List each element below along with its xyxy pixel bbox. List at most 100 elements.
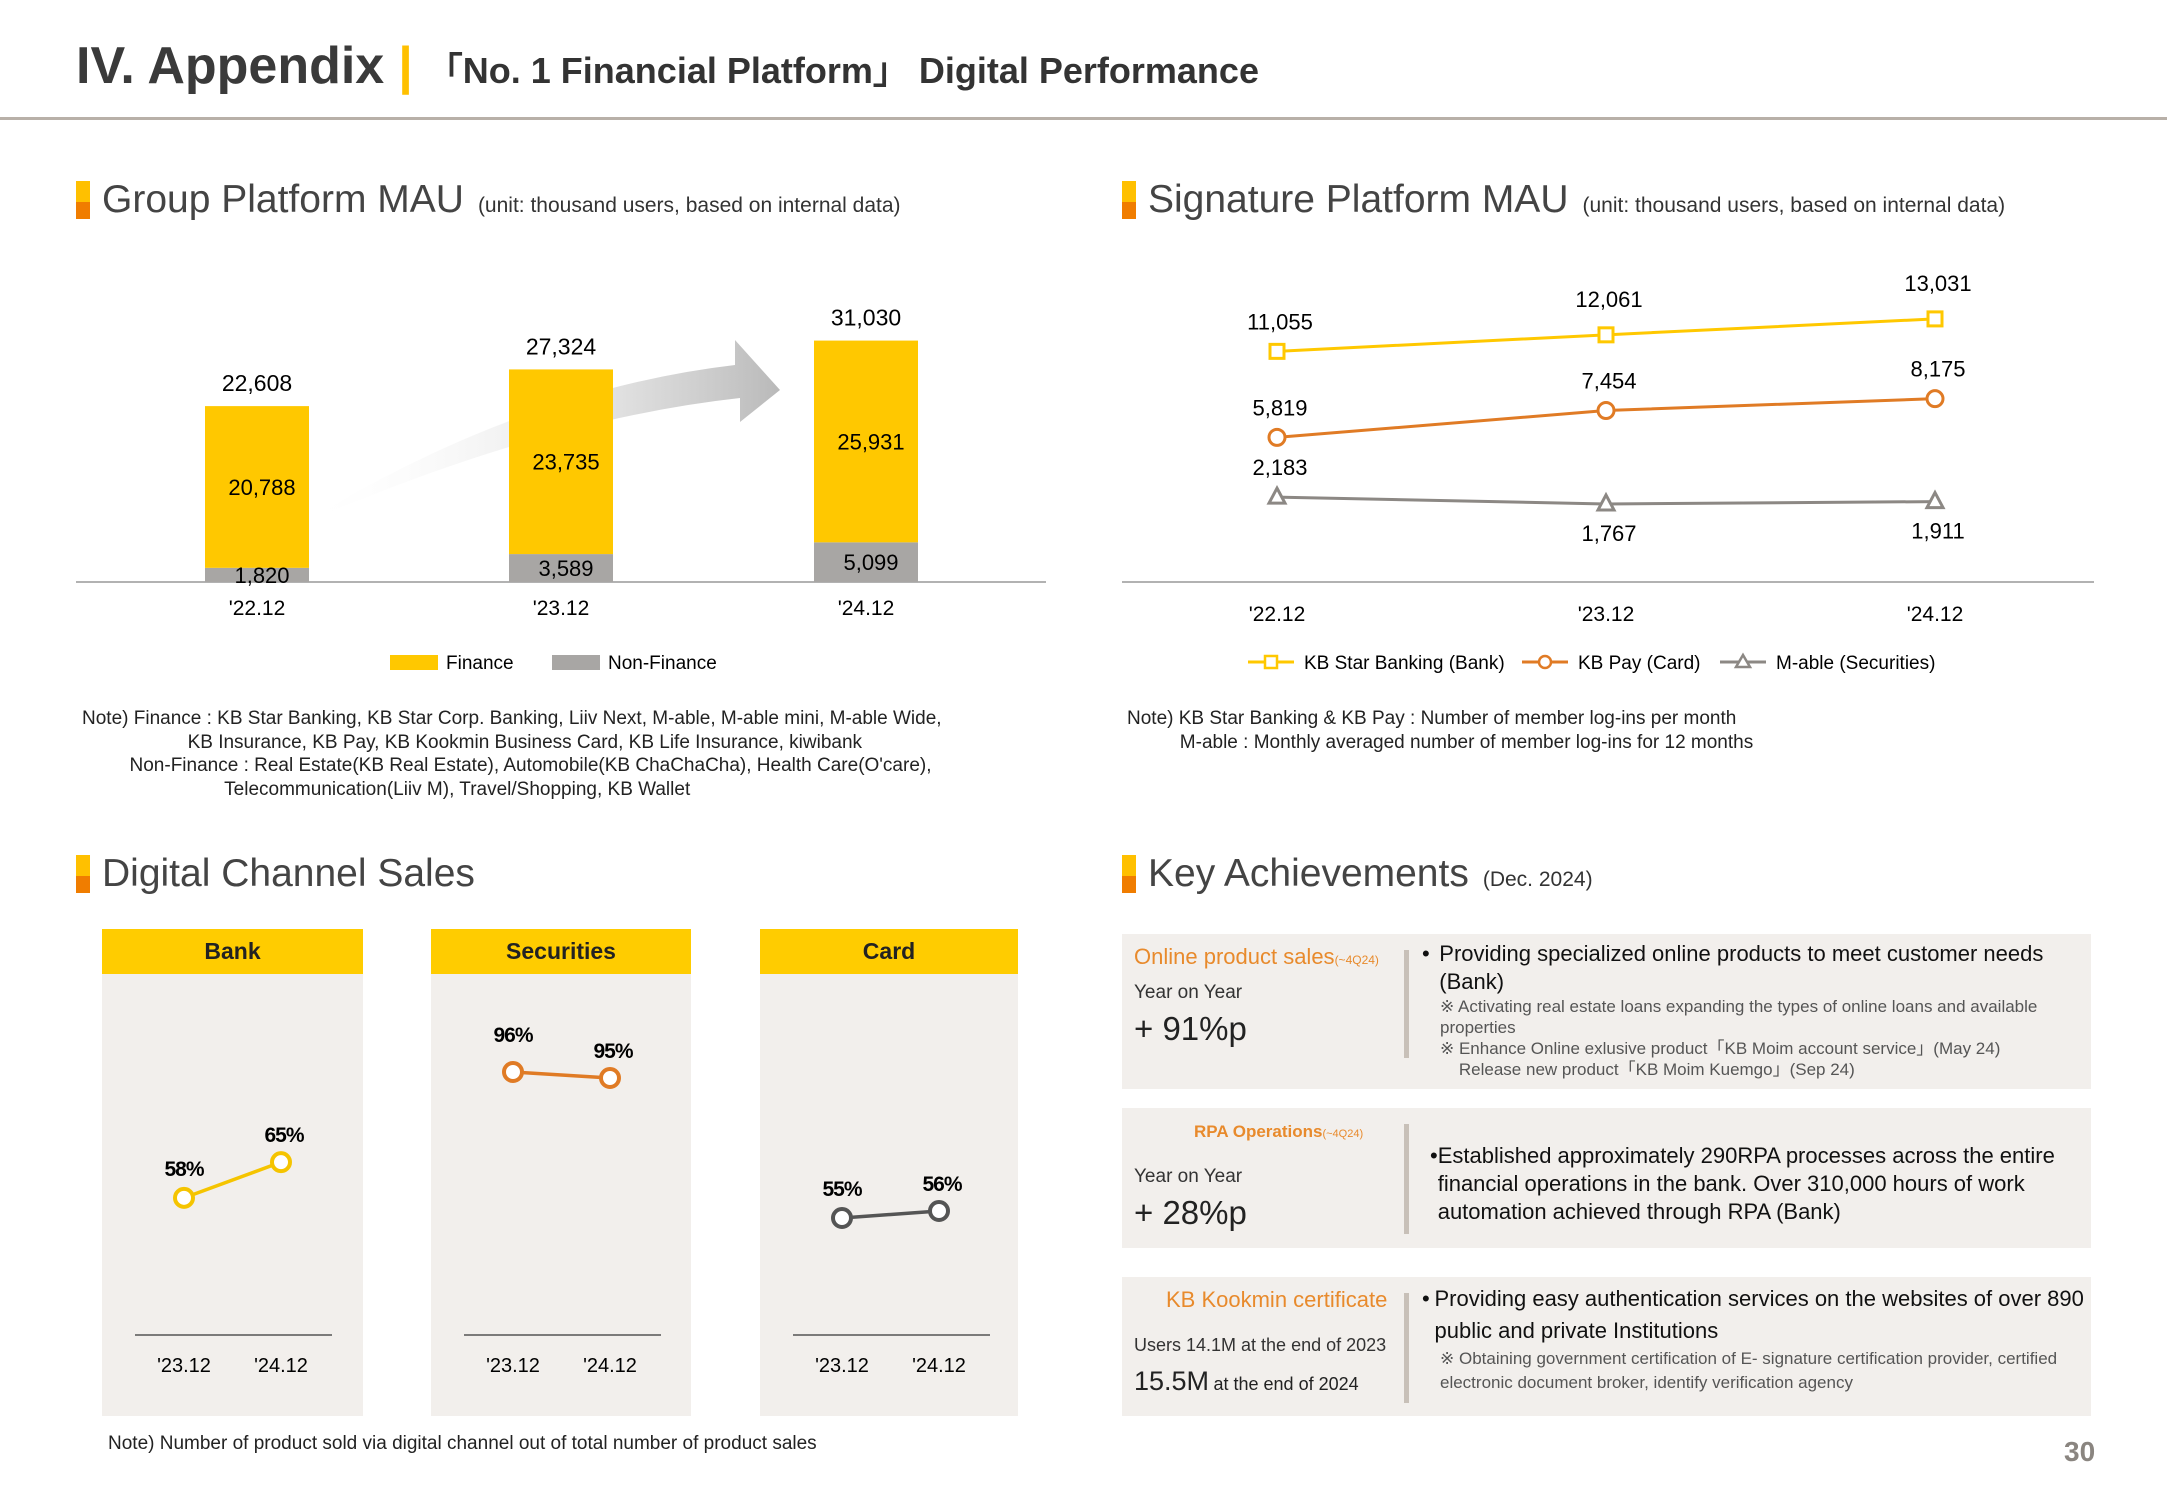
panel-card: Card 55% '23.12 56% '24.12 [760, 929, 1018, 1416]
data-point [173, 1186, 195, 1209]
bar-non-finance [205, 567, 309, 582]
bar-finance [509, 369, 613, 555]
digital-sales-note: Note) Number of product sold via digital… [108, 1433, 817, 1454]
data-label: 56% [922, 1173, 962, 1196]
marker-circle [1267, 427, 1287, 447]
legend-marker-circle [1537, 654, 1553, 670]
bar-label-finance: 20,788 [228, 475, 295, 500]
x-tick-label: '22.12 [1249, 603, 1306, 626]
section-marker [76, 181, 90, 219]
panel-chart: 58% '23.12 65% '24.12 [135, 1124, 332, 1377]
metric-label: Year on Year [1134, 982, 1243, 1003]
achievement-label: RPA Operations [1194, 1122, 1323, 1141]
data-label: 58% [164, 1158, 204, 1181]
section-unit: (unit: thousand users, based on internal… [1582, 194, 2006, 217]
achievement-bullet: Providing easy authentication services o… [1434, 1286, 2084, 1343]
title-separator: | [398, 37, 413, 95]
legend-label: Non-Finance [608, 653, 717, 674]
achievement-subnote: ※ Enhance Online exlusive product「KB Moi… [1440, 1039, 2001, 1079]
series-line [512, 1070, 611, 1080]
legend-label: Finance [446, 653, 514, 674]
data-label: 12,061 [1575, 287, 1642, 312]
data-label: 1,767 [1581, 521, 1636, 546]
metric-label: Year on Year [1134, 1166, 1243, 1187]
group-mau-note: Note) Finance : KB Star Banking, KB Star… [82, 708, 942, 800]
section-title: Digital Channel Sales [102, 852, 475, 895]
panel-securities: Securities 96% '23.12 95% '24.12 [431, 929, 691, 1416]
legend-label: M-able (Securities) [1776, 653, 1935, 674]
panel-chart: 55% '23.12 56% '24.12 [793, 1173, 990, 1377]
bar-finance [205, 406, 309, 568]
x-tick-label: '24.12 [583, 1355, 637, 1377]
legend-marker-square [1263, 654, 1279, 670]
bullet-icon: • [1422, 1286, 1430, 1311]
page-title: IV. Appendix | 「No. 1 Financial Platform」 … [76, 36, 1259, 96]
data-label: 65% [264, 1124, 304, 1147]
bar-label-non-finance: 3,589 [538, 556, 593, 581]
achievement-label: Online product sales [1134, 944, 1335, 969]
data-label: 96% [493, 1024, 533, 1047]
series-line [183, 1160, 282, 1200]
legend-swatch [552, 655, 600, 670]
divider [1404, 1293, 1409, 1403]
achievement-label: KB Kookmin certificate [1166, 1287, 1388, 1312]
x-tick-label: '23.12 [157, 1355, 211, 1377]
bar-label-non-finance: 5,099 [843, 550, 898, 575]
achievement-bullet: Providing specialized online products to… [1439, 941, 2044, 994]
x-tick-label: '24.12 [254, 1355, 308, 1377]
section-title: Group Platform MAU [102, 178, 464, 221]
achievement-label-sub: (~4Q24) [1322, 1128, 1364, 1140]
section-marker [76, 855, 90, 893]
achievement-certificate: KB Kookmin certificate Users 14.1M at th… [1122, 1277, 2091, 1416]
data-point [831, 1207, 853, 1229]
x-tick-label: '22.12 [229, 597, 286, 620]
divider [1404, 1124, 1409, 1234]
section-title: Signature Platform MAU [1148, 178, 1569, 221]
bar-label-finance: 25,931 [837, 429, 904, 454]
section-marker [1122, 855, 1136, 893]
section-unit: (unit: thousand users, based on internal… [477, 194, 901, 217]
data-label: 11,055 [1247, 309, 1313, 334]
title-subtitle: 「No. 1 Financial Platform」 Digital Perfo… [426, 50, 1259, 91]
marker-triangle [1924, 489, 1946, 510]
signature-mau-chart: 11,055 12,061 13,031 5,819 7,454 8,175 2,183 1,… [1122, 271, 2094, 674]
bar-finance [814, 340, 918, 543]
panel-header: Card [760, 929, 1018, 974]
section-group-mau-heading: Group Platform MAU (unit: thousand users,… [76, 178, 901, 222]
page-number: 30 [2064, 1436, 2096, 1467]
section-marker [1122, 181, 1136, 219]
achievement-rpa: RPA Operations(~4Q24) Year on Year + 28%… [1122, 1108, 2091, 1248]
data-label: 1,911 [1911, 519, 1964, 544]
legend-label: KB Pay (Card) [1578, 653, 1700, 674]
legend-marker-triangle [1733, 652, 1753, 669]
section-unit: (Dec. 2024) [1482, 868, 1593, 891]
marker-triangle [1266, 484, 1288, 505]
bar-total-label: 22,608 [222, 370, 292, 396]
series-line [841, 1209, 940, 1220]
data-label: 95% [593, 1040, 633, 1063]
x-tick-label: '23.12 [486, 1355, 540, 1377]
panel-header: Securities [431, 929, 691, 974]
legend-label: KB Star Banking (Bank) [1304, 653, 1505, 674]
section-key-achievements-heading: Key Achievements (Dec. 2024) [1122, 852, 1593, 896]
x-tick-label: '23.12 [533, 597, 590, 620]
achievement-online-sales: Online product sales(~4Q24) Year on Year… [1122, 934, 2091, 1089]
x-tick-label: '24.12 [838, 597, 895, 620]
x-tick-label: '23.12 [1578, 603, 1635, 626]
bullet-icon: • [1422, 941, 1430, 966]
x-tick-label: '23.12 [815, 1355, 869, 1377]
x-tick-label: '24.12 [1907, 603, 1964, 626]
metric-suffix: at the end of 2024 [1213, 1374, 1359, 1394]
data-point [270, 1151, 292, 1174]
data-label: 55% [822, 1178, 862, 1201]
data-label: 5,819 [1252, 395, 1307, 420]
achievement-subnote: ※ Activating real estate loans expanding… [1440, 997, 2038, 1037]
metric-value: + 91%p [1134, 1010, 1247, 1047]
panel-header: Bank [102, 929, 363, 974]
data-label: 13,031 [1904, 271, 1971, 296]
panel-chart: 96% '23.12 95% '24.12 [464, 1024, 661, 1377]
bar-non-finance [509, 554, 613, 582]
data-point [928, 1200, 950, 1222]
data-point [502, 1061, 524, 1083]
section-title: Key Achievements [1148, 852, 1469, 895]
